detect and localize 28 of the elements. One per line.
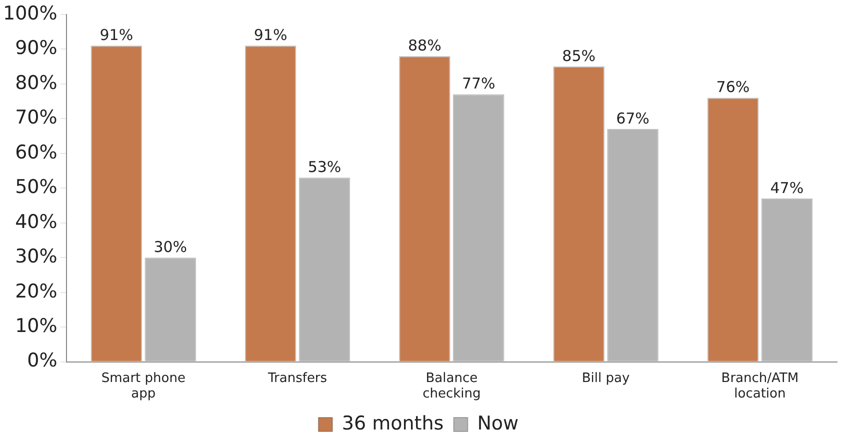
data-label: 76% (716, 78, 750, 96)
data-label: 67% (616, 109, 650, 128)
x-tick-label: Transfers (267, 370, 328, 386)
y-tick-label: 100% (2, 2, 58, 24)
x-tick-label: Bill pay (582, 370, 630, 386)
data-label: 91% (100, 26, 134, 44)
y-tick-label: 90% (15, 37, 58, 60)
y-tick-label: 60% (15, 141, 58, 164)
data-label: 88% (408, 36, 442, 54)
x-tick-label: Branch/ATM location (721, 370, 799, 402)
y-tick-label: 30% (15, 246, 58, 268)
x-tick-label: Smart phone app (101, 370, 186, 402)
y-tick-label: 10% (15, 314, 58, 337)
data-label: 47% (770, 178, 804, 197)
x-tick-label: Balance checking (422, 370, 481, 402)
legend-label: Now (477, 412, 519, 434)
data-label: 77% (462, 74, 496, 93)
y-tick-label: 70% (15, 106, 58, 129)
y-tick-label: 50% (15, 176, 58, 198)
data-label: 91% (254, 26, 288, 44)
y-tick-label: 80% (15, 72, 58, 94)
y-tick-label: 0% (27, 350, 58, 372)
legend-label: 36 months (342, 412, 444, 434)
data-label: 85% (562, 46, 596, 65)
y-tick-label: 20% (15, 280, 58, 302)
y-tick-label: 40% (15, 210, 58, 233)
data-label: 30% (154, 238, 188, 256)
data-label: 53% (308, 158, 342, 176)
